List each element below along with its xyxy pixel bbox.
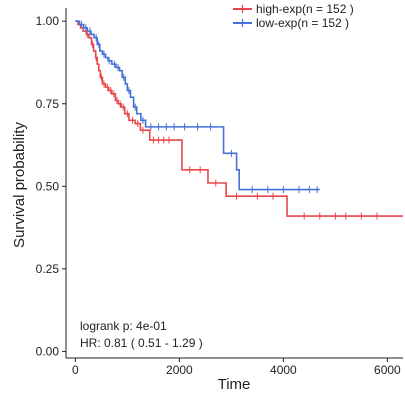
y-tick-label: 0.25	[36, 262, 60, 276]
y-tick-label: 0.75	[36, 97, 60, 111]
x-tick-label: 4000	[270, 363, 297, 377]
survival-curves	[75, 20, 403, 217]
legend-label-high: high-exp(n = 152 )	[256, 2, 354, 16]
y-tick-label: 0.00	[36, 344, 60, 358]
x-tick-label: 0	[72, 363, 79, 377]
legend-label-low: low-exp(n = 152 )	[256, 16, 349, 30]
censor-marks	[81, 21, 378, 220]
x-axis-title: Time	[218, 376, 251, 393]
curve-low-exp	[75, 20, 320, 191]
logrank-annotation: logrank p: 4e-01	[80, 319, 167, 333]
legend: high-exp(n = 152 ) low-exp(n = 152 )	[233, 2, 354, 30]
axis-ticks: 0.00 0.25 0.50 0.75 1.00 0 2000 4000 6000	[36, 14, 401, 377]
hr-annotation: HR: 0.81 ( 0.51 - 1.29 )	[80, 336, 203, 350]
x-tick-label: 2000	[166, 363, 193, 377]
x-tick-label: 6000	[374, 363, 401, 377]
y-tick-label: 1.00	[36, 14, 60, 28]
y-axis-title: Survival probability	[11, 122, 28, 248]
y-tick-label: 0.50	[36, 179, 60, 193]
